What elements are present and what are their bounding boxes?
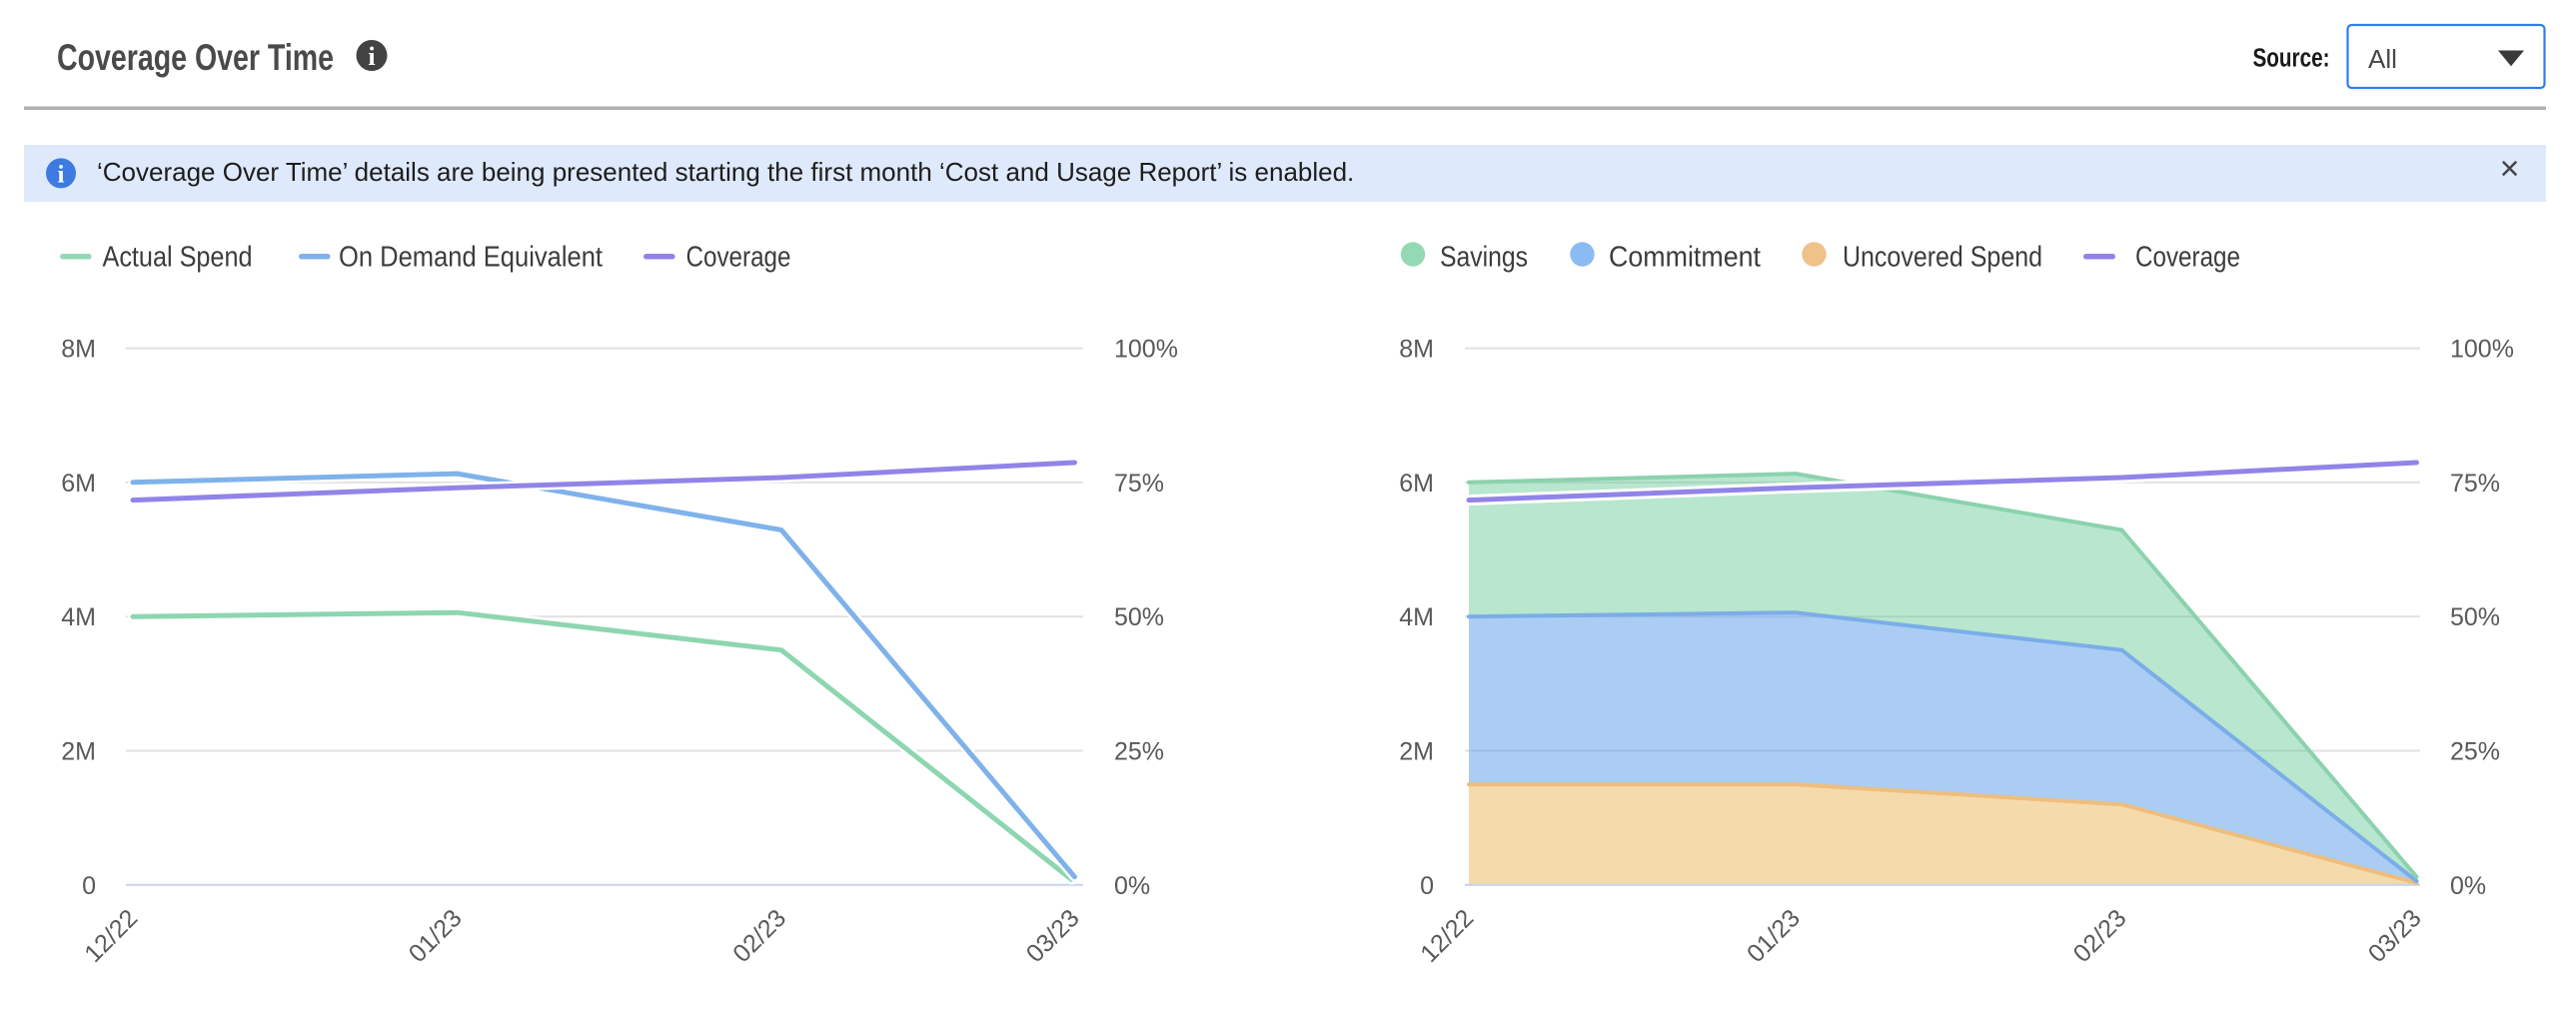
svg-text:4M: 4M xyxy=(61,603,96,631)
svg-text:On Demand Equivalent: On Demand Equivalent xyxy=(339,242,603,274)
svg-text:03/23: 03/23 xyxy=(1021,904,1085,968)
svg-text:02/23: 02/23 xyxy=(2068,904,2132,968)
svg-text:01/23: 01/23 xyxy=(404,904,468,968)
svg-text:Savings: Savings xyxy=(1440,242,1528,274)
svg-text:i: i xyxy=(58,162,65,189)
svg-text:75%: 75% xyxy=(2450,470,2500,498)
svg-text:Coverage Over Time: Coverage Over Time xyxy=(57,37,334,78)
svg-text:×: × xyxy=(2500,150,2520,188)
svg-text:All: All xyxy=(2368,44,2397,74)
svg-text:100%: 100% xyxy=(2450,336,2514,364)
svg-text:50%: 50% xyxy=(2450,603,2500,631)
svg-text:6M: 6M xyxy=(1399,470,1434,498)
svg-text:0: 0 xyxy=(1420,872,1434,900)
svg-text:12/22: 12/22 xyxy=(79,904,143,968)
svg-text:Coverage: Coverage xyxy=(2135,242,2240,274)
svg-text:Commitment: Commitment xyxy=(1609,242,1761,274)
svg-text:0%: 0% xyxy=(2450,872,2486,900)
svg-text:Uncovered Spend: Uncovered Spend xyxy=(1843,242,2042,274)
svg-text:4M: 4M xyxy=(1399,603,1434,631)
svg-text:50%: 50% xyxy=(1114,603,1164,631)
svg-text:01/23: 01/23 xyxy=(1742,904,1806,968)
svg-text:0%: 0% xyxy=(1114,872,1150,900)
svg-text:12/22: 12/22 xyxy=(1415,904,1479,968)
svg-text:‘Coverage Over Time’ details a: ‘Coverage Over Time’ details are being p… xyxy=(97,157,1354,187)
svg-text:Actual Spend: Actual Spend xyxy=(103,242,253,274)
svg-text:8M: 8M xyxy=(1399,336,1434,364)
svg-text:75%: 75% xyxy=(1114,470,1164,498)
svg-text:2M: 2M xyxy=(61,738,96,766)
svg-text:25%: 25% xyxy=(1114,738,1164,766)
svg-text:6M: 6M xyxy=(61,470,96,498)
svg-text:Source:: Source: xyxy=(2253,45,2330,73)
svg-text:Coverage: Coverage xyxy=(686,242,791,274)
svg-text:100%: 100% xyxy=(1114,336,1178,364)
svg-text:03/23: 03/23 xyxy=(2363,904,2427,968)
svg-text:0: 0 xyxy=(82,872,96,900)
svg-text:i: i xyxy=(368,42,375,71)
svg-text:2M: 2M xyxy=(1399,738,1434,766)
svg-text:02/23: 02/23 xyxy=(727,904,791,968)
svg-text:25%: 25% xyxy=(2450,738,2500,766)
svg-text:8M: 8M xyxy=(61,336,96,364)
